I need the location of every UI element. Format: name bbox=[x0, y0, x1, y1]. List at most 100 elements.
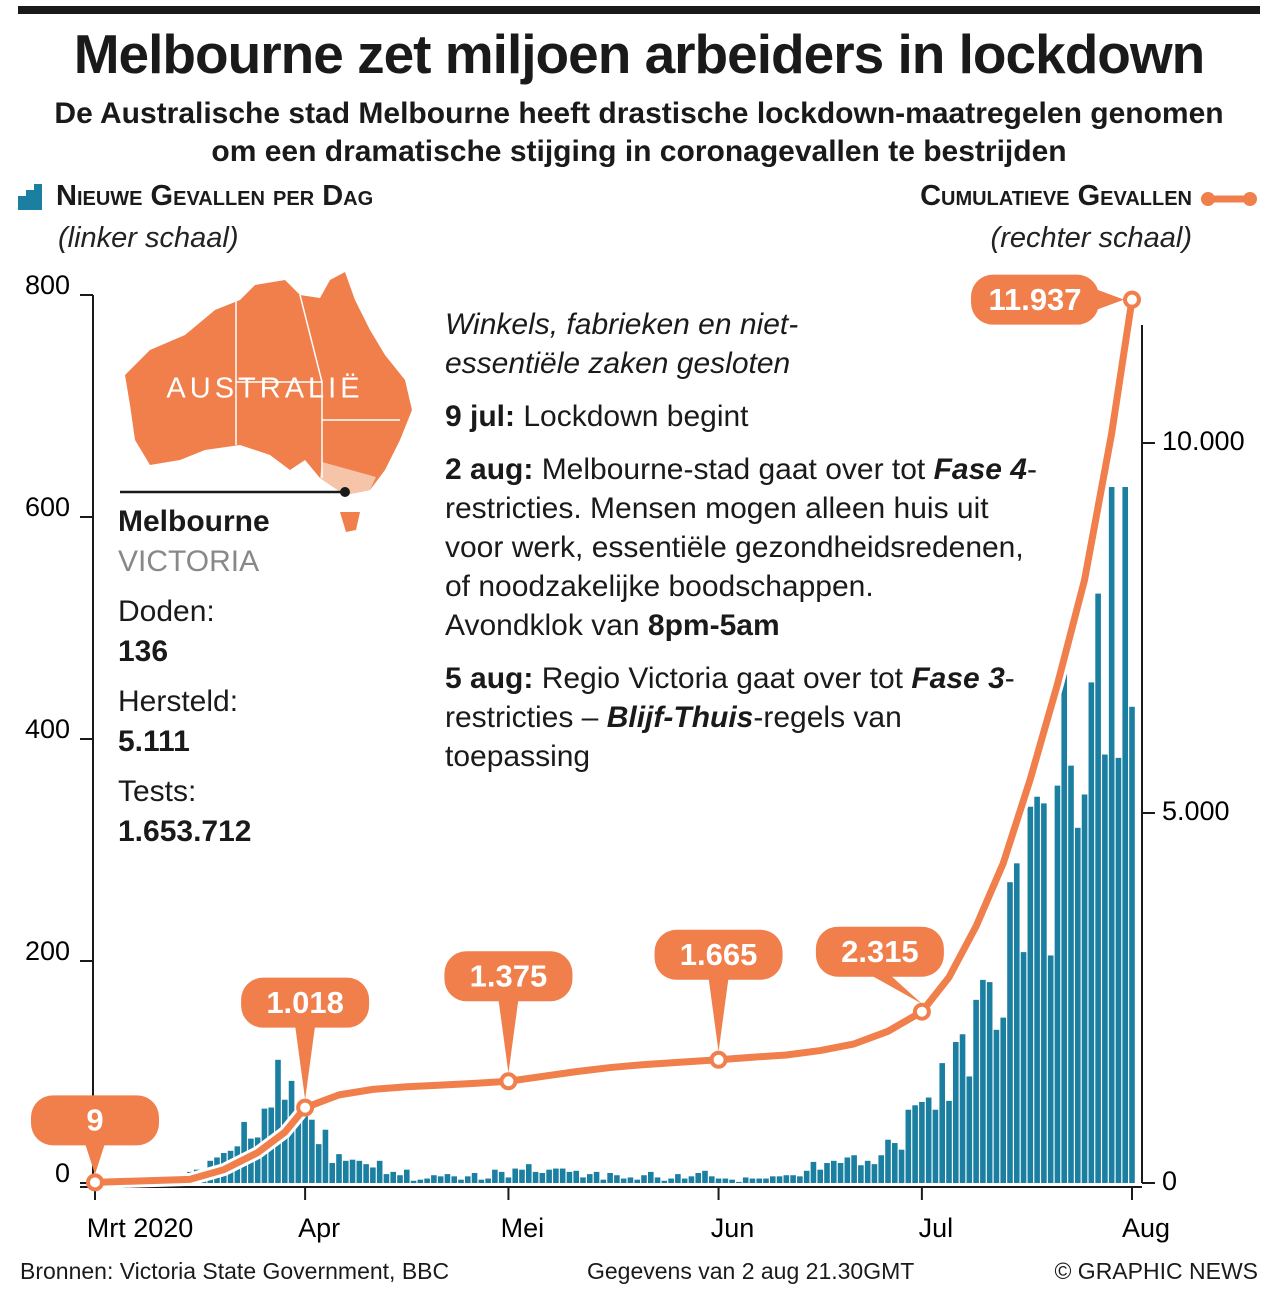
bar bbox=[810, 1161, 817, 1183]
bar bbox=[952, 1042, 959, 1183]
victoria bbox=[320, 462, 376, 495]
bar bbox=[437, 1176, 444, 1183]
y-tick-label: 0 bbox=[55, 1158, 70, 1188]
bar bbox=[959, 1034, 966, 1183]
state: VICTORIA bbox=[118, 545, 260, 578]
y-tick-label: 200 bbox=[25, 936, 70, 966]
credit: © GRAPHIC NEWS bbox=[1054, 1258, 1258, 1284]
note-block: 5 aug: Regio Victoria gaat over tot Fase… bbox=[445, 659, 1045, 776]
melbourne-dot bbox=[340, 487, 350, 497]
bar bbox=[824, 1163, 830, 1183]
bar bbox=[370, 1167, 376, 1183]
callout: 1.375 bbox=[444, 951, 573, 1091]
callout-box bbox=[241, 977, 370, 1028]
note-text: 8pm-5am bbox=[647, 609, 780, 642]
bar bbox=[539, 1173, 546, 1183]
bar bbox=[1027, 806, 1034, 1183]
bar bbox=[634, 1179, 641, 1183]
note-text: -regels van toepassing bbox=[445, 701, 902, 773]
callout-pointer bbox=[869, 974, 922, 1004]
bar bbox=[871, 1164, 878, 1183]
x-tick-label: Apr bbox=[298, 1213, 340, 1243]
bar bbox=[315, 1144, 322, 1183]
bar bbox=[376, 1160, 383, 1183]
note-text: Regio Victoria gaat over tot bbox=[533, 662, 912, 695]
info-panel: Melbourne VICTORIA Doden: 136 Hersteld: 5.1… bbox=[118, 502, 270, 862]
note-block: 2 aug: Melbourne-stad gaat over tot Fase… bbox=[445, 450, 1045, 645]
note-text: -restricties. Mensen mogen alleen huis u… bbox=[445, 453, 1037, 603]
note-text: Melbourne-stad gaat over tot bbox=[533, 453, 934, 486]
bar bbox=[464, 1176, 471, 1183]
bar bbox=[322, 1129, 329, 1183]
note-text: 5 aug: bbox=[445, 662, 534, 695]
sources: Bronnen: Victoria State Government, BBC bbox=[20, 1258, 450, 1284]
bar bbox=[932, 1109, 939, 1183]
stat-value: 136 bbox=[118, 635, 169, 668]
bar bbox=[397, 1175, 403, 1183]
bar bbox=[580, 1177, 586, 1183]
bar bbox=[1054, 785, 1061, 1183]
bar bbox=[363, 1164, 369, 1183]
bar bbox=[295, 1108, 302, 1183]
bar bbox=[919, 1101, 925, 1183]
bar bbox=[1081, 794, 1088, 1183]
bar bbox=[505, 1177, 512, 1183]
bar bbox=[851, 1155, 857, 1183]
legend-line: Cumulatieve Gevallen bbox=[920, 180, 1192, 212]
stat-label: Hersteld: bbox=[118, 685, 239, 718]
bar bbox=[309, 1119, 315, 1183]
bar bbox=[695, 1173, 702, 1183]
bar bbox=[566, 1171, 573, 1183]
callout-box bbox=[971, 274, 1099, 325]
bar bbox=[681, 1178, 688, 1183]
bar bbox=[383, 1174, 390, 1183]
callout-label: 1.018 bbox=[266, 985, 344, 1020]
note-block: Winkels, fabrieken en niet-essentiële za… bbox=[445, 305, 865, 383]
bar bbox=[614, 1175, 620, 1183]
bar bbox=[647, 1171, 654, 1183]
bar bbox=[1041, 803, 1047, 1183]
bar bbox=[451, 1176, 458, 1183]
borders bbox=[235, 290, 400, 478]
bar bbox=[1115, 757, 1122, 1183]
scale-note-left: (linker schaal) bbox=[58, 222, 239, 254]
notes: Winkels, fabrieken en niet-essentiële za… bbox=[445, 305, 1045, 790]
callout-pointer bbox=[708, 977, 729, 1052]
callout-box bbox=[31, 1095, 159, 1146]
bar bbox=[891, 1143, 898, 1183]
callout-box bbox=[815, 926, 944, 977]
bar bbox=[776, 1176, 783, 1183]
x-tick-label: Mrt 2020 bbox=[87, 1213, 194, 1243]
bar bbox=[661, 1180, 668, 1183]
bar bbox=[1000, 1017, 1007, 1183]
bar bbox=[946, 1100, 952, 1183]
callout: 2.315 bbox=[815, 926, 944, 1021]
bar bbox=[986, 982, 993, 1183]
note-line: 9 jul: Lockdown begint bbox=[445, 397, 1045, 436]
title: Melbourne zet miljoen arbeiders in lockd… bbox=[73, 23, 1206, 85]
callout-label: 2.315 bbox=[841, 934, 919, 969]
bar bbox=[1095, 593, 1101, 1183]
bar bbox=[1061, 664, 1068, 1183]
bar bbox=[688, 1176, 695, 1183]
bar bbox=[1034, 796, 1040, 1183]
callout-point bbox=[296, 1098, 315, 1117]
bar bbox=[1088, 682, 1095, 1183]
bar bbox=[600, 1179, 607, 1183]
bar bbox=[444, 1174, 451, 1183]
scale-note-right: (rechter schaal) bbox=[990, 222, 1192, 254]
bar bbox=[797, 1176, 803, 1183]
bar bbox=[966, 1076, 973, 1183]
note-line: Avondklok van 8pm-5am bbox=[445, 606, 1045, 645]
note-text: Lockdown begint bbox=[515, 400, 749, 433]
bar bbox=[885, 1139, 891, 1183]
note-text: 2 aug: bbox=[445, 453, 534, 486]
bar bbox=[593, 1171, 600, 1183]
bar bbox=[763, 1178, 769, 1183]
bar bbox=[756, 1178, 763, 1183]
x-tick-label: Jul bbox=[919, 1213, 954, 1243]
bar bbox=[458, 1179, 464, 1183]
bar bbox=[424, 1178, 430, 1183]
callout-label: 1.375 bbox=[470, 958, 548, 993]
